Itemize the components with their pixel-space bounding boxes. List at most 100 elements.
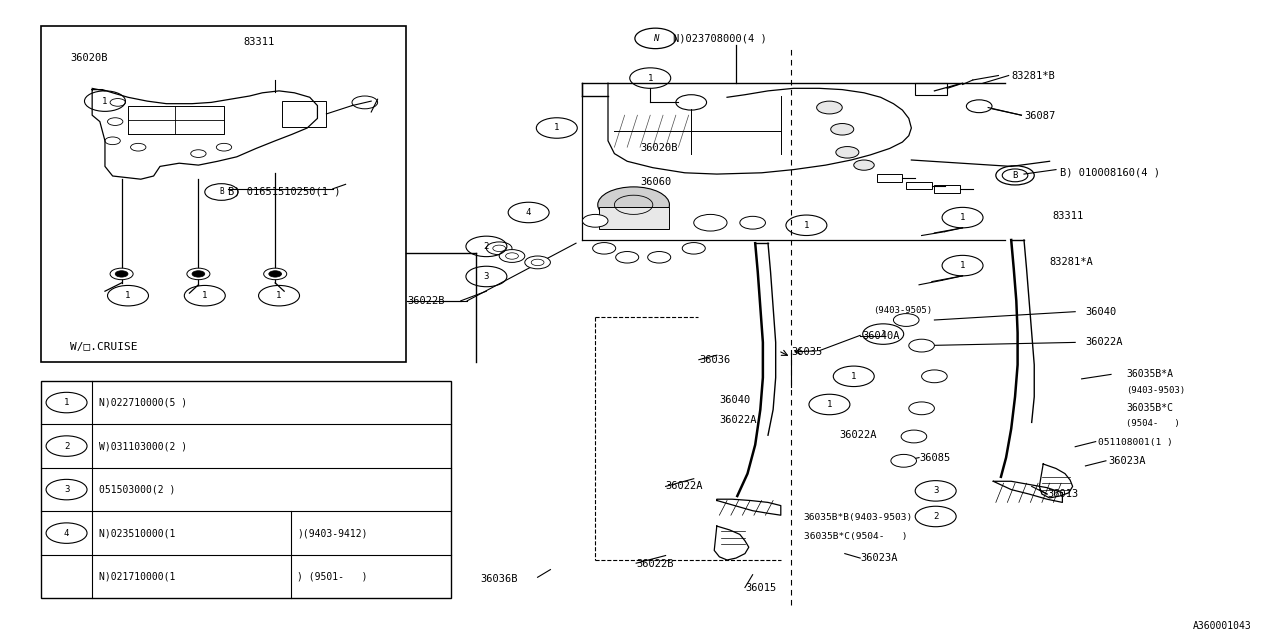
Text: N: N bbox=[653, 34, 658, 43]
Circle shape bbox=[110, 268, 133, 280]
Text: 1: 1 bbox=[554, 124, 559, 132]
Text: 36015: 36015 bbox=[745, 582, 776, 593]
Circle shape bbox=[854, 160, 874, 170]
Text: 36035B*C: 36035B*C bbox=[1126, 403, 1174, 413]
Text: (9403-9505): (9403-9505) bbox=[873, 306, 932, 315]
Circle shape bbox=[264, 268, 287, 280]
Text: (9504-   ): (9504- ) bbox=[1126, 419, 1180, 428]
Text: 1: 1 bbox=[125, 291, 131, 300]
Text: ) (9501-   ): ) (9501- ) bbox=[297, 572, 367, 582]
Text: 36022B: 36022B bbox=[407, 296, 444, 306]
Text: (9403-9503): (9403-9503) bbox=[1126, 386, 1185, 395]
Text: A360001043: A360001043 bbox=[1193, 621, 1252, 631]
Text: 1: 1 bbox=[881, 330, 886, 339]
Circle shape bbox=[115, 271, 128, 277]
Circle shape bbox=[901, 430, 927, 443]
Text: 36022A: 36022A bbox=[840, 430, 877, 440]
Text: B: B bbox=[219, 188, 224, 196]
Text: 1: 1 bbox=[648, 74, 653, 83]
Text: W)031103000(2 ): W)031103000(2 ) bbox=[99, 441, 187, 451]
Text: 36040A: 36040A bbox=[863, 331, 900, 341]
Text: 2: 2 bbox=[933, 512, 938, 521]
Text: 3: 3 bbox=[64, 485, 69, 494]
Text: 1: 1 bbox=[276, 291, 282, 300]
Text: 4: 4 bbox=[64, 529, 69, 538]
Text: N)022710000(5 ): N)022710000(5 ) bbox=[99, 397, 187, 408]
Circle shape bbox=[187, 268, 210, 280]
Text: 36023A: 36023A bbox=[1108, 456, 1146, 466]
Text: N)023708000(4 ): N)023708000(4 ) bbox=[673, 33, 767, 44]
Circle shape bbox=[817, 101, 842, 114]
Text: 36013: 36013 bbox=[1047, 489, 1078, 499]
Text: 36020B: 36020B bbox=[70, 52, 108, 63]
Text: 051503000(2 ): 051503000(2 ) bbox=[99, 484, 175, 495]
Circle shape bbox=[192, 271, 205, 277]
Text: W/□.CRUISE: W/□.CRUISE bbox=[70, 342, 138, 352]
Circle shape bbox=[525, 256, 550, 269]
Text: 1: 1 bbox=[851, 372, 856, 381]
Text: 1: 1 bbox=[827, 400, 832, 409]
Circle shape bbox=[616, 252, 639, 263]
Text: 4: 4 bbox=[526, 208, 531, 217]
Bar bbox=[906, 182, 932, 189]
Text: 36036: 36036 bbox=[699, 355, 730, 365]
Bar bbox=[915, 83, 947, 95]
Circle shape bbox=[831, 124, 854, 135]
Text: 36085: 36085 bbox=[919, 452, 950, 463]
Text: 36035: 36035 bbox=[791, 347, 822, 357]
Text: 36035B*C(9504-   ): 36035B*C(9504- ) bbox=[804, 532, 908, 541]
Text: 3: 3 bbox=[933, 486, 938, 495]
Text: 36020B: 36020B bbox=[640, 143, 677, 154]
Bar bbox=[282, 101, 326, 127]
Text: 1: 1 bbox=[804, 221, 809, 230]
Text: 2: 2 bbox=[484, 242, 489, 251]
Circle shape bbox=[582, 214, 608, 227]
Text: B) 010008160(4 ): B) 010008160(4 ) bbox=[1060, 168, 1160, 178]
Circle shape bbox=[909, 402, 934, 415]
Text: 36035B*A: 36035B*A bbox=[1126, 369, 1174, 380]
Text: 3: 3 bbox=[484, 272, 489, 281]
Circle shape bbox=[682, 243, 705, 254]
Bar bbox=[41, 26, 406, 362]
Circle shape bbox=[922, 370, 947, 383]
Circle shape bbox=[909, 339, 934, 352]
Text: 36023A: 36023A bbox=[860, 553, 897, 563]
Circle shape bbox=[836, 147, 859, 158]
Text: B: B bbox=[1012, 171, 1018, 180]
Text: N)023510000(1: N)023510000(1 bbox=[99, 528, 180, 538]
Text: 1: 1 bbox=[64, 398, 69, 407]
Circle shape bbox=[648, 252, 671, 263]
Text: 051108001(1 ): 051108001(1 ) bbox=[1098, 438, 1172, 447]
Text: 1: 1 bbox=[960, 261, 965, 270]
Text: 1: 1 bbox=[202, 291, 207, 300]
Circle shape bbox=[269, 271, 282, 277]
Text: 36036B: 36036B bbox=[480, 573, 517, 584]
Text: N)021710000(1: N)021710000(1 bbox=[99, 572, 180, 582]
Text: 1: 1 bbox=[960, 213, 965, 222]
Text: 36040: 36040 bbox=[1085, 307, 1116, 317]
Bar bbox=[877, 174, 902, 182]
Bar bbox=[41, 381, 451, 598]
Text: 83311: 83311 bbox=[1052, 211, 1083, 221]
Text: 36022B: 36022B bbox=[636, 559, 673, 570]
Text: 83281*B: 83281*B bbox=[1011, 70, 1055, 81]
Circle shape bbox=[593, 243, 616, 254]
Text: 36022A: 36022A bbox=[719, 415, 756, 426]
Text: 1: 1 bbox=[102, 97, 108, 106]
Bar bbox=[934, 185, 960, 193]
Circle shape bbox=[891, 454, 916, 467]
Text: B) 01651510250(1 ): B) 01651510250(1 ) bbox=[228, 187, 340, 197]
Text: 36035B*B(9403-9503): 36035B*B(9403-9503) bbox=[804, 513, 913, 522]
Circle shape bbox=[486, 242, 512, 255]
Text: 2: 2 bbox=[64, 442, 69, 451]
Bar bbox=[599, 207, 669, 229]
Circle shape bbox=[694, 214, 727, 231]
Text: 36022A: 36022A bbox=[1085, 337, 1123, 348]
Text: 36022A: 36022A bbox=[666, 481, 703, 492]
Text: 36040: 36040 bbox=[719, 395, 750, 405]
Circle shape bbox=[740, 216, 765, 229]
Circle shape bbox=[598, 187, 669, 223]
Circle shape bbox=[499, 250, 525, 262]
Text: 36087: 36087 bbox=[1024, 111, 1055, 122]
Text: 36060: 36060 bbox=[640, 177, 671, 188]
